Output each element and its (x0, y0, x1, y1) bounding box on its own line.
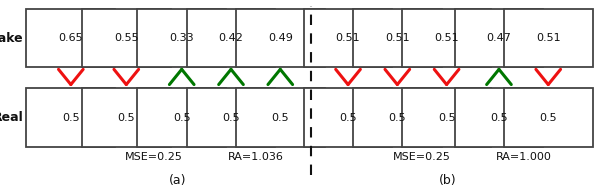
Text: RA=1.036: RA=1.036 (228, 152, 283, 162)
Bar (236, 88, 325, 147)
Bar (504, 9, 593, 67)
Bar (187, 88, 275, 147)
Bar (304, 9, 392, 67)
Text: 0.49: 0.49 (268, 33, 293, 43)
Text: Fake: Fake (0, 32, 23, 44)
Text: 0.51: 0.51 (536, 33, 561, 43)
Text: 0.55: 0.55 (114, 33, 139, 43)
Text: 0.65: 0.65 (59, 33, 83, 43)
Text: 0.5: 0.5 (62, 113, 79, 123)
Text: 0.5: 0.5 (173, 113, 190, 123)
Text: 0.51: 0.51 (336, 33, 360, 43)
Text: 0.5: 0.5 (339, 113, 357, 123)
Bar (504, 88, 593, 147)
Bar (26, 9, 115, 67)
Text: 0.47: 0.47 (487, 33, 511, 43)
Bar (187, 9, 275, 67)
Text: 0.5: 0.5 (540, 113, 557, 123)
Bar (137, 9, 226, 67)
Bar (402, 9, 491, 67)
Bar (137, 88, 226, 147)
Bar (353, 88, 442, 147)
Text: MSE=0.25: MSE=0.25 (393, 152, 451, 162)
Text: (a): (a) (169, 174, 187, 187)
Bar (26, 88, 115, 147)
Bar (304, 88, 392, 147)
Text: 0.5: 0.5 (222, 113, 240, 123)
Bar (353, 9, 442, 67)
Text: 0.5: 0.5 (118, 113, 135, 123)
Text: 0.33: 0.33 (169, 33, 194, 43)
Text: 0.5: 0.5 (490, 113, 508, 123)
Text: 0.5: 0.5 (389, 113, 406, 123)
Text: 0.51: 0.51 (385, 33, 410, 43)
Text: Real: Real (0, 111, 23, 124)
Text: 0.5: 0.5 (438, 113, 455, 123)
Text: (b): (b) (439, 174, 456, 187)
Text: MSE=0.25: MSE=0.25 (125, 152, 183, 162)
Bar (236, 9, 325, 67)
Bar (455, 9, 543, 67)
Text: 0.5: 0.5 (272, 113, 289, 123)
Bar (82, 88, 171, 147)
Bar (82, 9, 171, 67)
Text: 0.51: 0.51 (434, 33, 459, 43)
Text: RA=1.000: RA=1.000 (496, 152, 551, 162)
Text: 0.42: 0.42 (219, 33, 243, 43)
Bar (455, 88, 543, 147)
Bar (402, 88, 491, 147)
